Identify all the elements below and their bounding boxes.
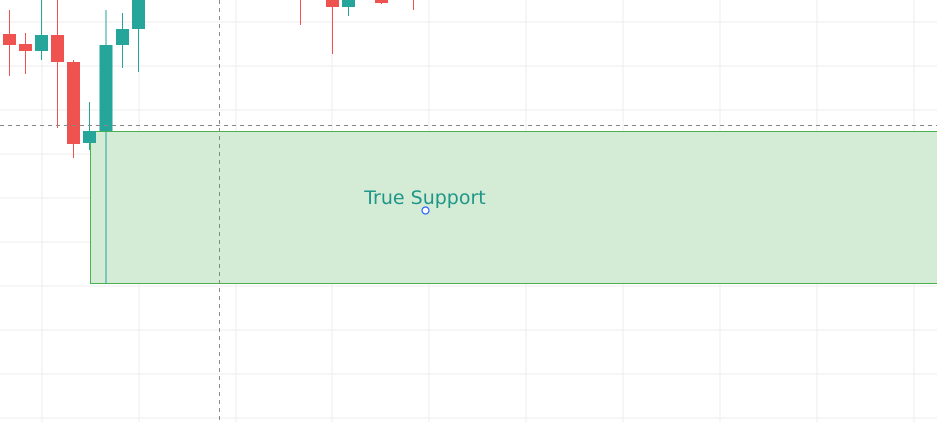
candle-body	[342, 0, 355, 7]
candle-bullish	[35, 0, 48, 60]
candle-bearish	[3, 10, 16, 76]
candle-body	[35, 35, 48, 51]
drag-handle-icon[interactable]	[421, 206, 430, 215]
candle-body	[132, 0, 145, 29]
candle-body	[67, 62, 80, 144]
candle-bearish	[326, 0, 339, 54]
candle-bullish	[99, 10, 113, 284]
candle-body	[51, 35, 64, 62]
candle-body	[83, 131, 96, 143]
candle-bearish	[67, 60, 80, 158]
candle-body	[116, 29, 129, 45]
support-zone-rectangle[interactable]	[90, 131, 937, 284]
candle-bearish	[51, 0, 64, 128]
candle-bullish	[132, 0, 145, 72]
candle-bullish	[116, 13, 129, 68]
candlesticks	[3, 0, 414, 284]
candle-body	[326, 0, 339, 7]
candle-body	[3, 34, 16, 45]
support-zone-label[interactable]: True Support	[363, 187, 486, 209]
candle-bearish	[300, 0, 301, 25]
candle-body	[375, 0, 388, 3]
candle-bullish	[342, 0, 355, 16]
candle-body	[99, 45, 113, 131]
candle-bearish	[19, 33, 32, 74]
candle-bearish	[413, 0, 414, 10]
candle-body	[19, 44, 32, 51]
candle-bearish	[375, 0, 388, 4]
